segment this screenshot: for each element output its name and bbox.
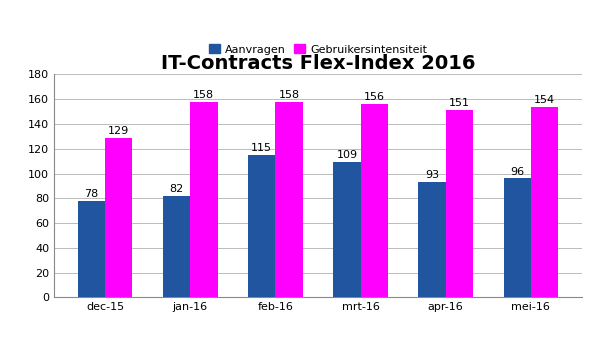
Text: 96: 96 <box>510 167 524 176</box>
Bar <box>334 162 361 297</box>
Bar <box>503 178 531 297</box>
Bar <box>446 110 473 297</box>
Bar <box>418 182 446 297</box>
Bar <box>105 138 133 297</box>
Bar <box>275 102 302 297</box>
Text: 82: 82 <box>170 184 184 194</box>
Text: 154: 154 <box>534 95 555 105</box>
Text: 129: 129 <box>108 126 130 136</box>
Text: 151: 151 <box>449 98 470 108</box>
Text: 93: 93 <box>425 170 439 180</box>
Text: 156: 156 <box>364 92 385 102</box>
Bar <box>163 196 190 297</box>
Bar <box>190 102 218 297</box>
Text: 158: 158 <box>193 90 214 100</box>
Bar <box>361 104 388 297</box>
Text: 115: 115 <box>251 143 272 153</box>
Text: 158: 158 <box>278 90 299 100</box>
Text: 109: 109 <box>337 150 358 161</box>
Bar <box>248 155 275 297</box>
Bar <box>531 106 558 297</box>
Text: 78: 78 <box>85 189 98 199</box>
Title: IT-Contracts Flex-Index 2016: IT-Contracts Flex-Index 2016 <box>161 54 475 73</box>
Legend: Aanvragen, Gebruikersintensiteit: Aanvragen, Gebruikersintensiteit <box>205 40 431 59</box>
Bar <box>78 201 105 297</box>
